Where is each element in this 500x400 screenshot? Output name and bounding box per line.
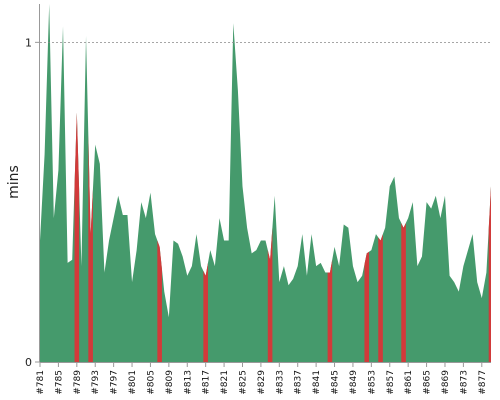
x-tick-label: #809 <box>165 370 175 395</box>
failed-build-mark <box>378 234 383 362</box>
x-tick-label: #857 <box>386 370 396 395</box>
failed-build-mark <box>203 262 208 362</box>
x-tick-label: #781 <box>36 370 46 395</box>
failed-build-mark <box>401 222 406 362</box>
failed-build-mark <box>364 251 370 362</box>
y-axis-title: mins <box>6 165 22 199</box>
y-tick-labels: 01 <box>25 36 40 369</box>
x-tick-label: #873 <box>459 370 469 395</box>
x-tick-labels: #781 #785 #789 #793 #797 #801 #805 #809 #813 #817… <box>36 362 488 395</box>
x-tick-label: #861 <box>404 370 414 395</box>
x-tick-label: #797 <box>110 370 120 395</box>
y-tick-label: 0 <box>25 356 32 369</box>
x-tick-label: #805 <box>146 370 156 395</box>
y-tick-label: 1 <box>25 36 32 49</box>
failed-build-mark <box>157 240 162 362</box>
failed-build-mark <box>267 227 273 362</box>
x-tick-label: #877 <box>478 370 488 395</box>
x-tick-label: #837 <box>294 370 304 395</box>
x-tick-label: #817 <box>202 370 212 395</box>
x-tick-label: #869 <box>441 370 451 395</box>
x-tick-label: #825 <box>238 370 248 395</box>
x-tick-label: #865 <box>423 370 433 395</box>
failed-build-mark <box>88 135 93 362</box>
plot-area <box>40 4 491 363</box>
failed-build-mark <box>74 112 80 363</box>
x-tick-label: #853 <box>367 370 377 395</box>
x-tick-label: #793 <box>91 370 101 395</box>
failed-build-mark <box>327 259 333 362</box>
x-tick-label: #829 <box>257 370 267 395</box>
x-tick-label: #821 <box>220 370 230 395</box>
x-tick-label: #785 <box>54 370 64 395</box>
x-tick-label: #845 <box>331 370 341 395</box>
x-tick-label: #801 <box>128 370 138 395</box>
failed-build-mark <box>488 186 491 362</box>
x-tick-label: #813 <box>183 370 193 395</box>
x-tick-label: #833 <box>275 370 285 395</box>
duration-area <box>40 4 491 362</box>
x-tick-label: #841 <box>312 370 322 395</box>
x-tick-label: #789 <box>73 370 83 395</box>
x-tick-label: #849 <box>349 370 359 395</box>
axes <box>39 4 491 363</box>
